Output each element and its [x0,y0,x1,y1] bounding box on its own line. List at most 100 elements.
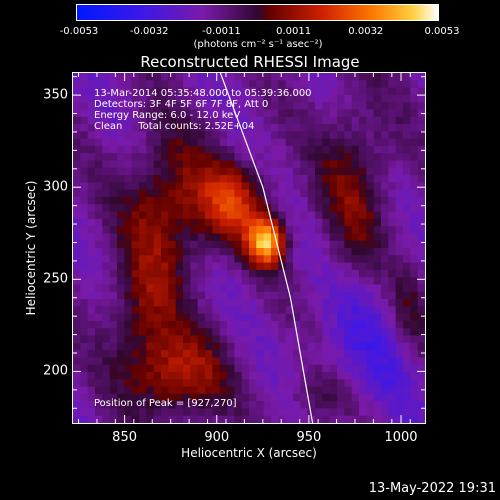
heatmap-cell [381,342,389,351]
heatmap-cell [322,196,331,205]
heatmap-cell [183,357,191,366]
heatmap-cell [417,80,425,89]
heatmap-cell [366,233,375,242]
heatmap-cell [329,248,338,256]
heatmap-cell [307,94,316,103]
heatmap-cell [124,320,133,329]
heatmap-cell [388,211,397,220]
heatmap-cell [381,284,389,293]
heatmap-cell [351,335,360,344]
heatmap-cell [403,371,411,380]
heatmap-cell [293,175,301,183]
heatmap-cell [212,233,221,242]
heatmap-cell [381,335,389,344]
heatmap-cell [249,116,257,125]
heatmap-cell [234,379,243,388]
heatmap-cell [87,379,96,388]
heatmap-cell [124,386,133,395]
heatmap-cell [73,175,81,183]
heatmap-cell [410,109,419,118]
heatmap-cell [80,153,89,162]
heatmap-cell [322,306,331,315]
heatmap-cell [161,335,169,344]
heatmap-cell [190,175,199,183]
heatmap-cell [315,335,323,344]
heatmap-cell [234,277,243,286]
heatmap-cell [205,335,213,344]
heatmap-cell [300,255,309,264]
heatmap-cell [300,196,309,205]
heatmap-cell [241,124,250,132]
heatmap-cell [337,94,345,103]
heatmap-cell [102,94,111,103]
heatmap-cell [388,218,397,227]
heatmap-cell [285,109,294,118]
heatmap-cell [285,350,294,358]
heatmap-cell [183,335,191,344]
heatmap-cell [410,269,419,278]
heatmap-cell [175,262,184,271]
heatmap-cell [95,335,103,344]
heatmap-cell [241,248,250,256]
heatmap-cell [117,240,125,249]
heatmap-cell [329,299,338,307]
heatmap-cell [219,233,228,242]
heatmap-cell [395,153,404,162]
heatmap-cell [219,175,228,183]
heatmap-cell [256,182,265,191]
heatmap-cell [73,80,81,89]
heatmap-cell [139,109,147,118]
heatmap-cell [315,233,323,242]
heatmap-cell [417,160,425,169]
heatmap-cell [234,182,243,191]
heatmap-cell [366,371,375,380]
heatmap-cell [322,87,331,96]
heatmap-cell [234,175,243,183]
heatmap-cell [373,131,382,140]
heatmap-cell [205,102,213,111]
heatmap-cell [153,145,162,154]
heatmap-cell [417,364,425,373]
heatmap-cell [337,306,345,315]
heatmap-cell [373,204,382,213]
heatmap-cell [183,160,191,169]
heatmap-cell [351,182,360,191]
heatmap-cell [183,350,191,358]
heatmap-cell [139,204,147,213]
heatmap-cell [285,80,294,89]
heatmap-cell [249,102,257,111]
heatmap-cell [219,226,228,235]
heatmap-cell [95,277,103,286]
heatmap-cell [366,299,375,307]
heatmap-cell [73,189,81,198]
heatmap-cell [300,204,309,213]
heatmap-cell [117,408,125,417]
heatmap-cell [117,189,125,198]
heatmap-cell [175,371,184,380]
heatmap-cell [95,379,103,388]
heatmap-cell [109,401,118,410]
heatmap-cell [73,401,81,410]
heatmap-cell [124,196,133,205]
heatmap-cell [117,379,125,388]
heatmap-cell [249,386,257,395]
heatmap-cell [278,109,287,118]
heatmap-cell [190,415,199,423]
heatmap-cell [205,401,213,410]
heatmap-cell [307,182,316,191]
heatmap-cell [373,211,382,220]
heatmap-cell [366,145,375,154]
heatmap-cell [410,357,419,366]
heatmap-cell [161,299,169,307]
heatmap-cell [175,94,184,103]
heatmap-cell [146,153,155,162]
heatmap-cell [109,102,118,111]
heatmap-cell [373,408,382,417]
heatmap-cell [351,116,360,125]
heatmap-cell [117,269,125,278]
heatmap-cell [278,138,287,147]
heatmap-cell [263,109,272,118]
heatmap-cell [227,320,235,329]
heatmap-cell [168,262,177,271]
heatmap-cell [337,313,345,322]
